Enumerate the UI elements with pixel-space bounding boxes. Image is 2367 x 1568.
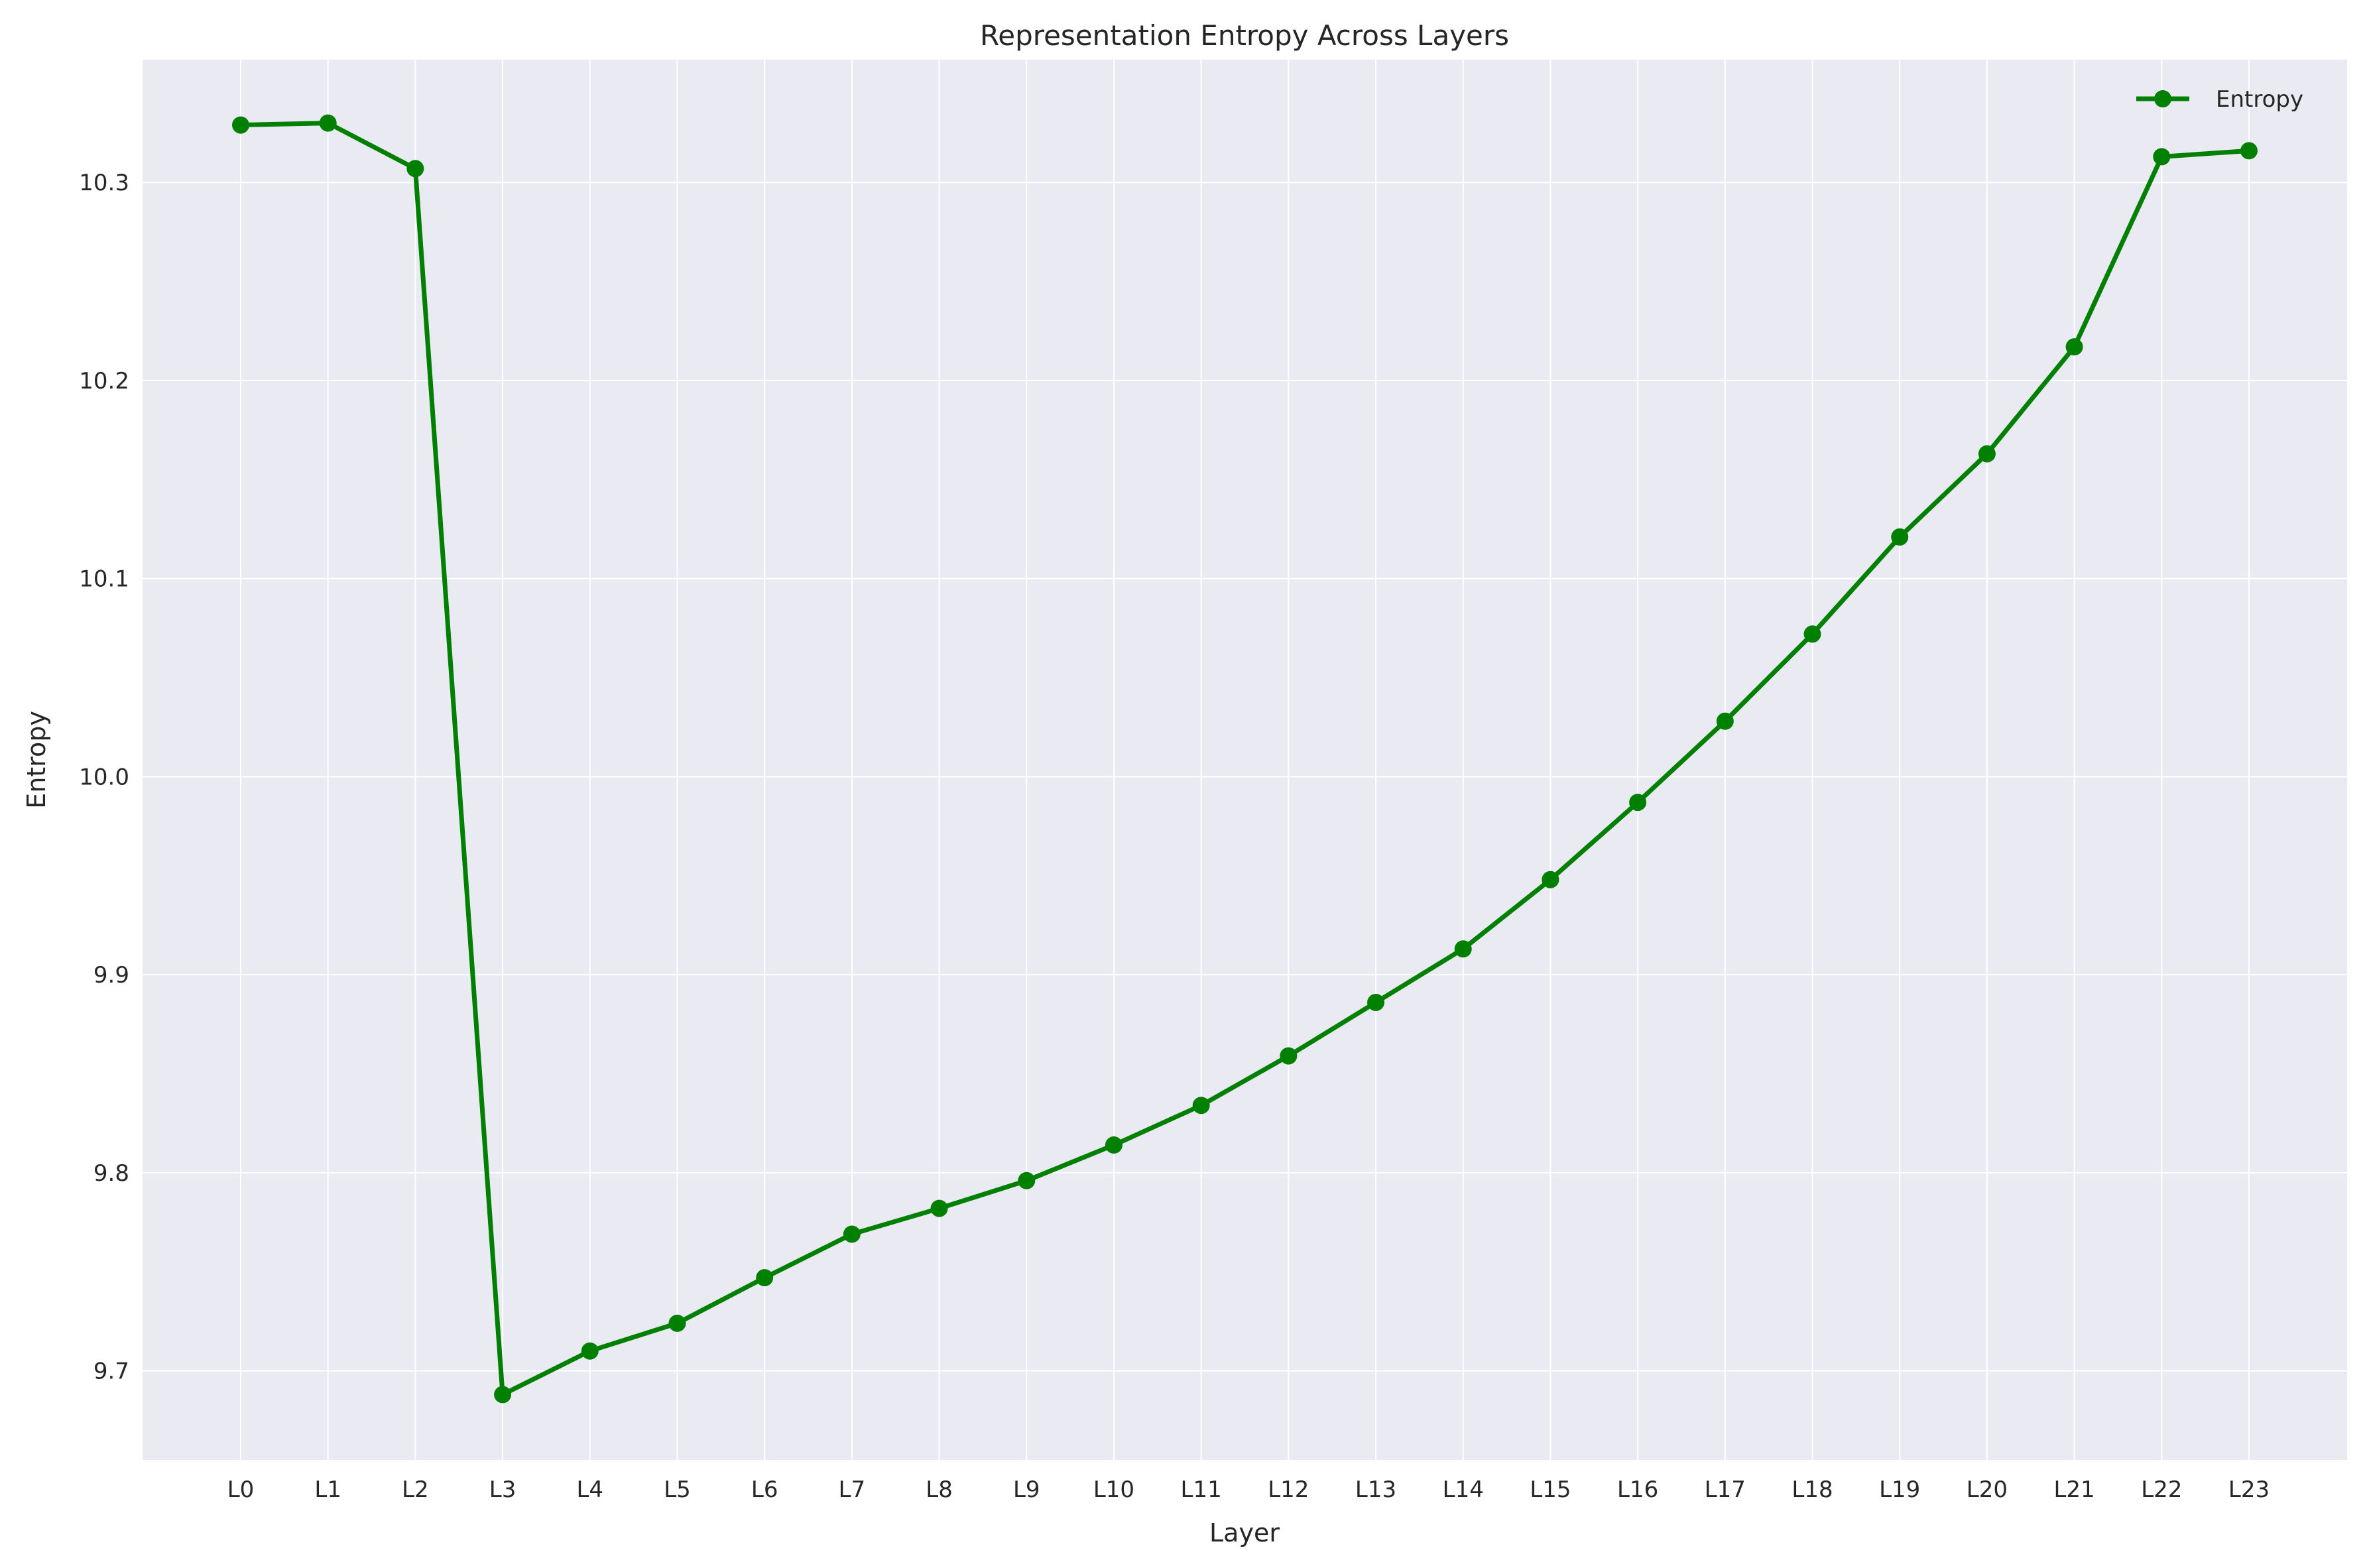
x-tick-label: L7 (839, 1477, 866, 1503)
x-tick-label: L10 (1093, 1477, 1134, 1503)
y-tick-label: 10.2 (79, 368, 129, 394)
legend: Entropy (2136, 86, 2303, 113)
plot-area (143, 60, 2347, 1460)
grid (143, 60, 2347, 1460)
x-tick-label: L19 (1879, 1477, 1920, 1503)
legend-marker-entropy (2154, 90, 2171, 107)
y-tick-label: 9.8 (93, 1160, 129, 1187)
x-tick-label: L14 (1443, 1477, 1484, 1503)
x-tick-label: L23 (2228, 1477, 2270, 1503)
data-point (1454, 940, 1472, 958)
series-line-entropy (240, 121, 2250, 1397)
data-point (756, 1269, 774, 1287)
data-point (1018, 1172, 1036, 1189)
x-axis-label: Layer (1209, 1518, 1280, 1547)
x-tick-label: L9 (1013, 1477, 1040, 1503)
x-tick-label: L22 (2141, 1477, 2182, 1503)
y-tick-label: 10.1 (79, 566, 129, 593)
data-point (1280, 1047, 1298, 1065)
x-tick-label: L17 (1705, 1477, 1746, 1503)
data-point (494, 1386, 512, 1404)
data-point (1891, 528, 1909, 546)
data-point (1716, 712, 1734, 730)
x-tick-label: L20 (1967, 1477, 2008, 1503)
x-tick-label: L15 (1530, 1477, 1571, 1503)
data-point (1542, 871, 1559, 888)
data-point (668, 1314, 686, 1332)
y-tick-label: 9.7 (93, 1358, 129, 1385)
data-point (319, 114, 337, 132)
data-point (2240, 142, 2258, 160)
chart-title: Representation Entropy Across Layers (980, 19, 1509, 52)
x-tick-label: L3 (489, 1477, 516, 1503)
x-tick-label: L4 (576, 1477, 603, 1503)
data-point (232, 116, 249, 134)
data-point (1803, 625, 1821, 643)
x-tick-label: L5 (664, 1477, 691, 1503)
series-group (232, 114, 2258, 1404)
x-tick-label: L12 (1268, 1477, 1309, 1503)
data-point (1192, 1097, 1210, 1115)
x-tick-label: L1 (314, 1477, 341, 1503)
data-point (1105, 1136, 1123, 1154)
x-tick-label: L6 (751, 1477, 778, 1503)
x-tick-label: L8 (926, 1477, 953, 1503)
x-tick-label: L16 (1617, 1477, 1658, 1503)
data-point (2153, 148, 2171, 166)
y-tick-labels: 9.7 9.8 9.9 10.0 10.1 10.2 10.3 (79, 170, 129, 1384)
x-tick-label: L0 (227, 1477, 255, 1503)
x-tick-label: L18 (1791, 1477, 1833, 1503)
x-tick-label: L13 (1355, 1477, 1396, 1503)
x-tick-label: L2 (402, 1477, 429, 1503)
data-point (581, 1342, 599, 1360)
y-tick-label: 10.0 (79, 764, 129, 790)
x-tick-label: L21 (2053, 1477, 2094, 1503)
data-point (406, 160, 424, 178)
x-tick-labels: L0 L1 L2 L3 L4 L5 L6 L7 L8 L9 L10 L11 L12 L13 L14 L15 L1… (227, 1477, 2270, 1503)
x-tick-label: L11 (1181, 1477, 1222, 1503)
data-point (843, 1225, 861, 1243)
legend-label-entropy: Entropy (2216, 86, 2303, 113)
data-point (2065, 338, 2083, 356)
data-point (1978, 445, 1996, 463)
data-point (1629, 794, 1647, 812)
y-tick-label: 9.9 (93, 962, 129, 989)
y-axis-label: Entropy (22, 711, 51, 809)
data-point (1367, 993, 1385, 1011)
data-point (930, 1199, 948, 1217)
y-tick-label: 10.3 (79, 170, 129, 196)
